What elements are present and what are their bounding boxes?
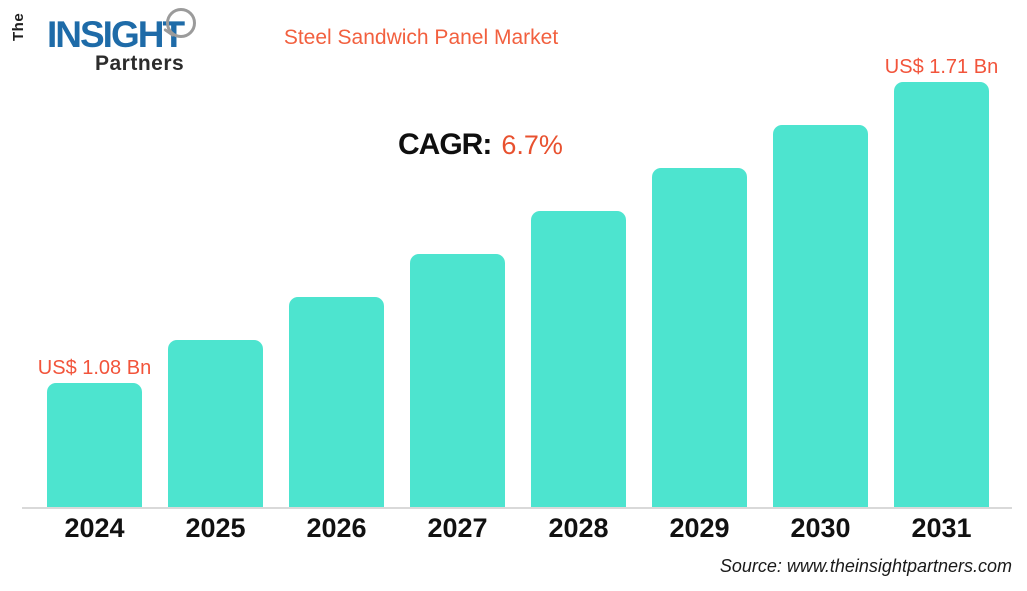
x-axis-label-2026: 2026 [306, 513, 367, 543]
bar-2024 [47, 383, 142, 508]
logo-partners-text: Partners [95, 52, 185, 75]
source-note: Source: www.theinsightpartners.com [719, 556, 1012, 576]
logo-insight-text: INSIGHT [47, 14, 185, 55]
bar-2030 [773, 125, 868, 508]
bar-2028 [531, 211, 626, 508]
bar-2026 [289, 297, 384, 508]
magnifier-icon [163, 8, 196, 38]
insight-partners-logo: The INSIGHT Partners [10, 8, 196, 78]
x-axis-label-2028: 2028 [548, 513, 609, 543]
value-label-2024: US$ 1.08 Bn [37, 357, 152, 379]
x-axis-label-2027: 2027 [427, 513, 488, 543]
bar-2031 [894, 82, 989, 508]
cagr-annotation: CAGR: 6.7% [398, 128, 563, 162]
x-axis-label-2029: 2029 [669, 513, 730, 543]
bar-2027 [410, 254, 505, 508]
value-label-2031: US$ 1.71 Bn [884, 56, 999, 78]
x-axis-label-2031: 2031 [911, 513, 972, 543]
bar-2025 [168, 340, 263, 508]
page-title: Steel Sandwich Panel Market [283, 26, 559, 49]
cagr-label: CAGR: [398, 128, 492, 161]
x-axis-label-2030: 2030 [790, 513, 851, 543]
x-axis-label-2025: 2025 [185, 513, 246, 543]
bar-plot-area: US$ 1.08 Bn US$ 1.71 Bn [37, 56, 999, 508]
cagr-value: 6.7% [501, 130, 563, 160]
x-axis-line [22, 507, 1012, 509]
x-axis-label-2024: 2024 [64, 513, 125, 543]
bar-2029 [652, 168, 747, 508]
